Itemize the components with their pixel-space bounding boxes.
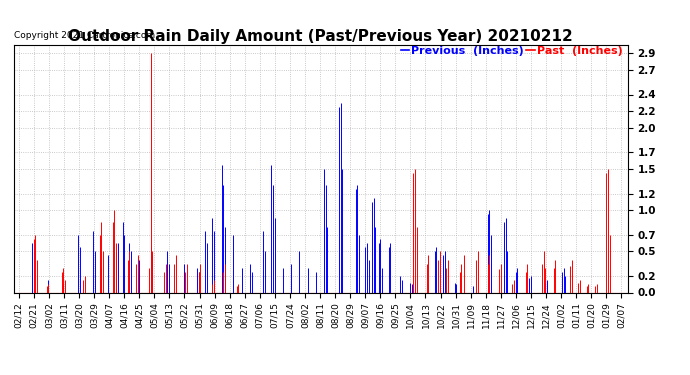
Text: Copyright 2021 Cartronics.com: Copyright 2021 Cartronics.com [14, 31, 155, 40]
Legend: Previous  (Inches), Past  (Inches): Previous (Inches), Past (Inches) [400, 46, 622, 56]
Title: Outdoor Rain Daily Amount (Past/Previous Year) 20210212: Outdoor Rain Daily Amount (Past/Previous… [68, 29, 573, 44]
